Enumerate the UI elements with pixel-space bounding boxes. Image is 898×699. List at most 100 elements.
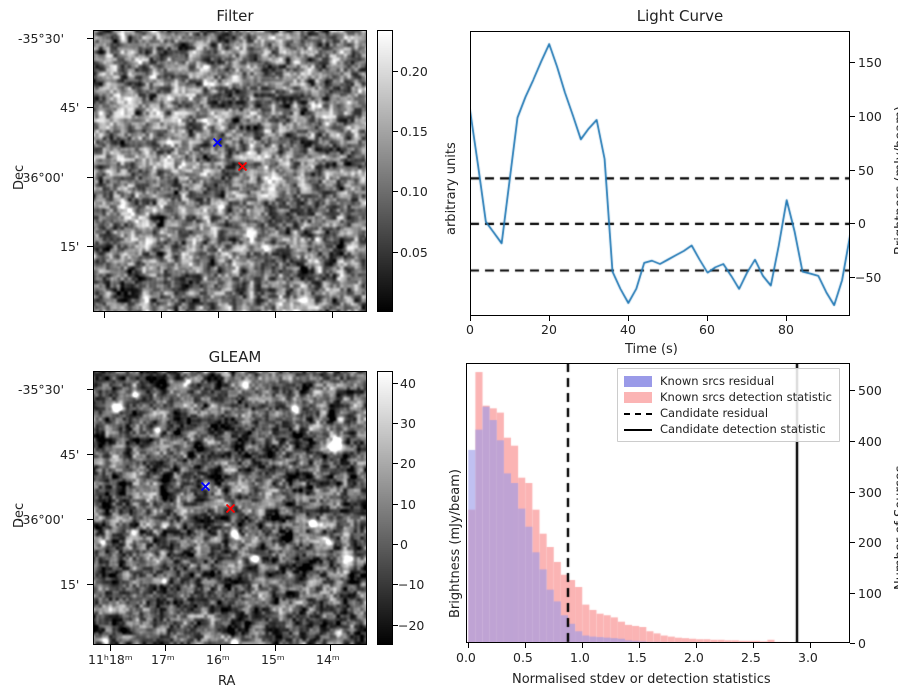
filter-xtick-1 xyxy=(161,312,163,318)
filter-ytick-0 xyxy=(87,38,93,40)
hist-ytick-label-0: 500 xyxy=(858,383,882,398)
histogram-axes-frame xyxy=(466,363,850,643)
gleam-ytick-1 xyxy=(87,454,93,456)
legend-item-known-srcs-detection-statistic: Known srcs detection statistic xyxy=(624,390,833,405)
hist-xtick-label-4: 2.0 xyxy=(684,650,704,665)
lc-ytick-label-0: 150 xyxy=(858,55,882,70)
filter-xtick-3 xyxy=(275,312,277,318)
filter-ytick-2 xyxy=(87,177,93,179)
gleam-ytick-label-1: 45' xyxy=(60,447,80,462)
gleam-ytick-3 xyxy=(87,584,93,586)
gleam-cbar-tick-0 xyxy=(393,383,398,385)
filter-cbar-tick-2 xyxy=(393,191,398,193)
filter-ytick-label-2: -36°00' xyxy=(18,170,65,185)
filter-panel-title: Filter xyxy=(216,7,254,25)
gleam-cbar-tick-2 xyxy=(393,463,398,465)
lc-ytick-2 xyxy=(850,170,855,172)
legend-swatch-known-srcs-detection-statistic xyxy=(624,392,652,403)
hist-xtick-label-5: 2.5 xyxy=(741,650,761,665)
filter-cbar-label-0: 0.20 xyxy=(400,64,428,79)
hist-xtick-5 xyxy=(753,643,755,648)
gleam-cbar-label-3: 10 xyxy=(400,497,416,512)
hist-xlabel: Normalised stdev or detection statistics xyxy=(512,672,771,687)
hist-xtick-3 xyxy=(639,643,641,648)
filter-sky-image xyxy=(93,30,367,312)
gleam-xtick-4 xyxy=(330,645,332,651)
filter-ytick-label-0: -35°30' xyxy=(18,31,65,46)
gleam-cbar-label-0: 40 xyxy=(400,376,416,391)
filter-ytick-label-3: 15' xyxy=(60,239,80,254)
filter-cbar-label-3: 0.05 xyxy=(400,245,428,260)
legend-solid-line-icon xyxy=(624,428,652,431)
legend-label-candidate-detection-statistic: Candidate detection statistic xyxy=(660,422,826,436)
lc-ytick-label-2: 50 xyxy=(858,163,874,178)
lc-ytick-3 xyxy=(850,223,855,225)
filter-cbar-label-2: 0.10 xyxy=(400,184,428,199)
lc-ytick-4 xyxy=(850,277,855,279)
lc-xtick-label-4: 80 xyxy=(778,322,794,337)
gleam-colorbar-label: Brightness (mJy/beam) xyxy=(448,469,463,618)
gleam-xtick-1 xyxy=(165,645,167,651)
gleam-cbar-label-5: −10 xyxy=(398,577,425,592)
lc-xtick-1 xyxy=(549,316,551,321)
legend-label-candidate-residual: Candidate residual xyxy=(660,406,769,420)
hist-xtick-label-0: 0.0 xyxy=(456,650,476,665)
lc-xtick-label-3: 60 xyxy=(699,322,715,337)
hist-ytick-3 xyxy=(850,542,855,544)
gleam-cbar-tick-6 xyxy=(393,625,398,627)
hist-xtick-label-3: 1.5 xyxy=(627,650,647,665)
gleam-ytick-label-0: -35°30' xyxy=(18,382,65,397)
gleam-cbar-tick-5 xyxy=(393,584,398,586)
gleam-xtick-label-4: 14ᵐ xyxy=(316,652,340,667)
hist-ytick-4 xyxy=(850,593,855,595)
gleam-xtick-label-2: 16ᵐ xyxy=(206,652,230,667)
lc-xtick-label-2: 40 xyxy=(620,322,636,337)
gleam-xtick-label-0: 11ʰ18ᵐ xyxy=(88,652,133,667)
lc-ytick-label-1: 100 xyxy=(858,109,882,124)
hist-xtick-4 xyxy=(696,643,698,648)
gleam-ytick-label-3: 15' xyxy=(60,577,80,592)
hist-ytick-label-4: 100 xyxy=(858,586,882,601)
gleam-colorbar xyxy=(377,371,393,645)
hist-xtick-label-6: 3.0 xyxy=(798,650,818,665)
filter-colorbar xyxy=(377,30,393,312)
hist-ytick-1 xyxy=(850,441,855,443)
legend-label-known-srcs-residual: Known srcs residual xyxy=(660,374,775,388)
hist-ytick-label-3: 200 xyxy=(858,535,882,550)
gleam-cbar-tick-4 xyxy=(393,544,398,546)
lc-xtick-3 xyxy=(707,316,709,321)
hist-ylabel: Number of Sources xyxy=(893,465,898,590)
hist-ytick-2 xyxy=(850,492,855,494)
lc-xtick-4 xyxy=(786,316,788,321)
legend-dashed-line-icon xyxy=(624,412,652,415)
filter-axes-frame xyxy=(93,30,367,312)
gleam-panel-title: GLEAM xyxy=(208,348,262,366)
filter-xtick-2 xyxy=(218,312,220,318)
filter-cbar-label-1: 0.15 xyxy=(400,124,428,139)
filter-cbar-tick-1 xyxy=(393,131,398,133)
lc-ytick-0 xyxy=(850,62,855,64)
gleam-ylabel: Dec xyxy=(12,502,27,528)
filter-ytick-3 xyxy=(87,246,93,248)
legend-item-candidate-detection-statistic: Candidate detection statistic xyxy=(624,422,833,437)
gleam-sky-image xyxy=(93,371,367,645)
gleam-cbar-label-1: 30 xyxy=(400,416,416,431)
lc-xlabel: Time (s) xyxy=(625,342,678,357)
light-curve-axes-frame xyxy=(470,31,850,316)
hist-ytick-0 xyxy=(850,390,855,392)
lc-xtick-label-0: 0 xyxy=(466,322,474,337)
filter-cbar-tick-3 xyxy=(393,252,398,254)
filter-ytick-1 xyxy=(87,107,93,109)
gleam-xtick-0 xyxy=(110,645,112,651)
light-curve-title: Light Curve xyxy=(636,7,724,25)
lc-ytick-label-3: 0 xyxy=(858,216,866,231)
hist-xtick-6 xyxy=(810,643,812,648)
hist-xtick-1 xyxy=(525,643,527,648)
hist-xtick-label-2: 1.0 xyxy=(570,650,590,665)
gleam-xtick-label-3: 15ᵐ xyxy=(261,652,285,667)
hist-ytick-label-2: 300 xyxy=(858,485,882,500)
filter-colorbar-label: arbitrary units xyxy=(444,142,459,235)
gleam-xlabel: RA xyxy=(218,674,236,689)
legend-item-candidate-residual: Candidate residual xyxy=(624,406,833,421)
legend-label-known-srcs-detection-statistic: Known srcs detection statistic xyxy=(660,390,832,404)
